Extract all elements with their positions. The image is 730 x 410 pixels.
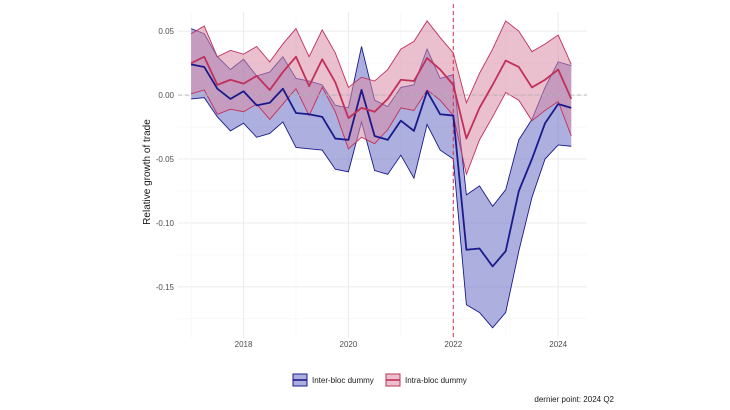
line-intra-bloc: [190, 55, 573, 140]
series-lines: [190, 55, 573, 268]
axes: -0.15 -0.10 -0.05 0.00 0.05 2018 2020 2022 2024: [156, 27, 568, 349]
legend: Inter-bloc dummy Intra-bloc dummy: [292, 373, 467, 387]
line-inter-bloc: [190, 63, 572, 268]
band-intra-bloc: [191, 20, 572, 175]
y-axis-title: Relative growth of trade: [142, 119, 153, 225]
x-tick-label: 2020: [340, 340, 358, 349]
y-tick-label: -0.05: [156, 155, 175, 164]
x-tick-label: 2022: [444, 340, 462, 349]
y-tick-label: 0.00: [158, 91, 174, 100]
band-upper-intra-bloc: [190, 20, 572, 105]
y-tick-label: 0.05: [158, 27, 174, 36]
legend-label-intra-bloc: Intra-bloc dummy: [405, 376, 467, 385]
legend-item-intra-bloc[interactable]: Intra-bloc dummy: [385, 373, 467, 387]
band-lower-intra-bloc: [190, 86, 572, 176]
band-lower-inter-bloc: [191, 97, 572, 329]
x-tick-label: 2024: [549, 340, 567, 349]
x-tick-label: 2018: [235, 340, 253, 349]
legend-item-inter-bloc[interactable]: Inter-bloc dummy: [292, 373, 374, 387]
legend-label-inter-bloc: Inter-bloc dummy: [312, 376, 374, 385]
confidence-bands: [190, 20, 572, 329]
y-tick-label: -0.15: [156, 283, 175, 292]
caption: dernier point: 2024 Q2: [534, 395, 614, 404]
y-tick-label: -0.10: [156, 219, 175, 228]
reference-lines: [178, 4, 587, 338]
band-inter-bloc: [191, 28, 572, 328]
